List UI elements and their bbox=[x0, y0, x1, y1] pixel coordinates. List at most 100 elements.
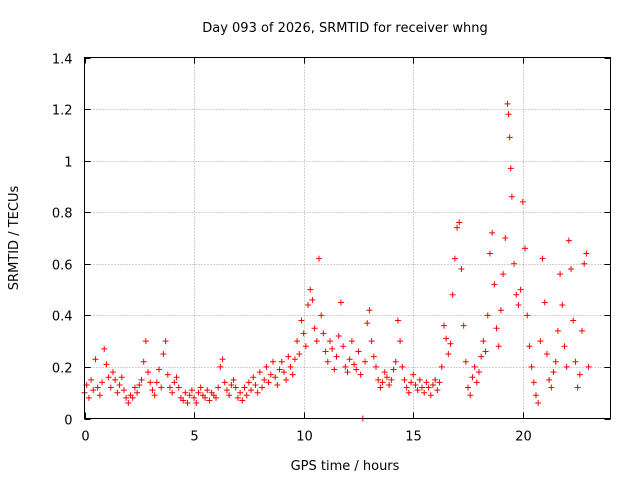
y-axis-label: SRMTID / TECUs bbox=[7, 186, 22, 291]
data-point bbox=[160, 351, 167, 358]
data-point bbox=[568, 265, 575, 272]
x-tick-label: 10 bbox=[296, 430, 313, 445]
data-point bbox=[287, 363, 294, 370]
data-point bbox=[285, 353, 292, 360]
data-point bbox=[581, 260, 588, 267]
data-point bbox=[234, 394, 241, 401]
data-point bbox=[342, 363, 349, 370]
data-point bbox=[289, 371, 296, 378]
data-point bbox=[508, 193, 515, 200]
data-point bbox=[226, 392, 233, 399]
data-point bbox=[377, 384, 384, 391]
data-point bbox=[412, 381, 419, 388]
data-point bbox=[548, 384, 555, 391]
data-point bbox=[118, 374, 125, 381]
data-point bbox=[125, 400, 132, 407]
data-point bbox=[324, 358, 331, 365]
data-point bbox=[145, 369, 152, 376]
data-point bbox=[471, 363, 478, 370]
data-point bbox=[574, 384, 581, 391]
data-point bbox=[280, 369, 287, 376]
data-point bbox=[403, 384, 410, 391]
data-point bbox=[386, 381, 393, 388]
data-point bbox=[237, 389, 244, 396]
data-point bbox=[399, 363, 406, 370]
data-point bbox=[278, 358, 285, 365]
plot-frame bbox=[84, 57, 611, 419]
data-point bbox=[140, 358, 147, 365]
data-point bbox=[419, 384, 426, 391]
data-points bbox=[81, 100, 592, 422]
x-tick-label: 5 bbox=[190, 430, 198, 445]
data-point bbox=[94, 384, 101, 391]
data-point bbox=[372, 363, 379, 370]
data-point bbox=[489, 229, 496, 236]
data-point bbox=[107, 384, 114, 391]
data-point bbox=[449, 291, 456, 298]
data-point bbox=[493, 325, 500, 332]
data-point bbox=[526, 343, 533, 350]
data-point bbox=[223, 387, 230, 394]
data-point bbox=[362, 358, 369, 365]
data-point bbox=[522, 245, 529, 252]
data-point bbox=[300, 330, 307, 337]
axis-ticks bbox=[84, 57, 611, 420]
data-point bbox=[368, 338, 375, 345]
data-point bbox=[443, 335, 450, 342]
data-point bbox=[164, 371, 171, 378]
data-point bbox=[427, 392, 434, 399]
data-point bbox=[175, 384, 182, 391]
data-point bbox=[186, 392, 193, 399]
data-point bbox=[171, 379, 178, 386]
data-point bbox=[232, 384, 239, 391]
data-point bbox=[383, 374, 390, 381]
y-tick-label: 1.4 bbox=[52, 53, 73, 68]
data-point bbox=[570, 317, 577, 324]
data-point bbox=[151, 392, 158, 399]
data-point bbox=[274, 381, 281, 388]
data-point bbox=[131, 384, 138, 391]
data-point bbox=[348, 338, 355, 345]
data-point bbox=[120, 387, 127, 394]
data-point bbox=[456, 219, 463, 226]
data-point bbox=[486, 250, 493, 257]
data-point bbox=[353, 366, 360, 373]
data-point bbox=[482, 348, 489, 355]
data-point bbox=[539, 255, 546, 262]
data-point bbox=[320, 330, 327, 337]
data-point bbox=[502, 235, 509, 241]
data-point bbox=[296, 351, 303, 358]
data-point bbox=[480, 338, 487, 345]
data-point bbox=[414, 387, 421, 394]
data-point bbox=[243, 392, 250, 399]
data-point bbox=[462, 358, 469, 365]
data-point bbox=[153, 379, 160, 386]
data-point bbox=[136, 381, 143, 388]
data-point bbox=[101, 345, 108, 352]
data-point bbox=[105, 374, 112, 381]
data-point bbox=[370, 353, 377, 360]
data-point bbox=[394, 317, 401, 324]
data-point bbox=[344, 369, 351, 376]
data-point bbox=[497, 307, 504, 314]
data-point bbox=[504, 100, 511, 107]
data-point bbox=[103, 361, 110, 368]
data-point bbox=[261, 376, 268, 383]
data-point bbox=[228, 381, 235, 388]
data-point bbox=[532, 392, 539, 399]
chart-title: Day 093 of 2026, SRMTID for receiver whn… bbox=[202, 21, 488, 36]
data-point bbox=[99, 379, 106, 386]
data-point bbox=[197, 384, 204, 391]
data-point bbox=[440, 322, 447, 329]
data-point bbox=[276, 366, 283, 373]
data-point bbox=[379, 379, 386, 386]
data-point bbox=[85, 394, 92, 401]
data-point bbox=[473, 379, 480, 386]
data-point bbox=[337, 299, 344, 306]
data-point bbox=[256, 369, 263, 376]
data-point bbox=[173, 374, 180, 381]
data-point bbox=[559, 302, 566, 309]
data-point bbox=[252, 381, 259, 388]
data-point bbox=[116, 381, 123, 388]
